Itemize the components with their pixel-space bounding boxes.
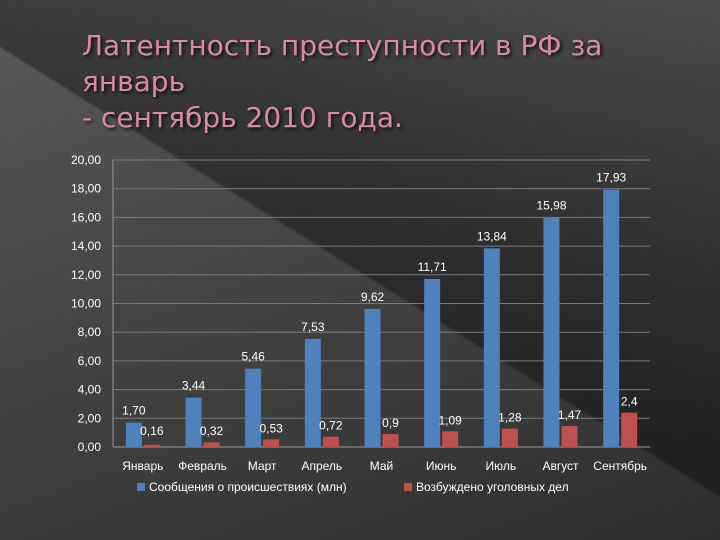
y-tick-label: 16,00 [71,210,101,224]
x-tick-label: Январь [122,459,163,473]
legend-swatch-cases [404,483,412,491]
bar-cases [501,428,518,447]
bar-reports [304,338,321,447]
bar-reports [245,368,262,447]
data-label: 13,84 [477,229,507,243]
bar-reports [603,189,620,447]
data-label: 5,46 [241,350,265,364]
data-label: 0,32 [200,424,224,438]
y-tick-label: 0,00 [78,440,102,454]
x-tick-label: Июль [486,459,517,473]
x-tick-label: Апрель [301,459,342,473]
legend-label-cases: Возбуждено уголовных дел [416,480,569,494]
x-tick-label: Сентябрь [593,459,647,473]
data-label: 17,93 [596,171,626,185]
x-tick-label: Март [248,459,277,473]
y-tick-label: 14,00 [71,239,101,253]
bar-cases [561,425,578,447]
x-tick-label: Май [370,459,394,473]
y-tick-label: 8,00 [78,325,102,339]
y-tick-label: 12,00 [71,268,101,282]
data-label: 2,4 [621,395,638,409]
bar-cases [322,436,339,447]
data-label: 1,70 [122,404,146,418]
data-label: 3,44 [182,379,206,393]
y-tick-label: 4,00 [78,383,102,397]
x-tick-label: Февраль [178,459,227,473]
data-label: 7,53 [301,320,325,334]
y-tick-label: 10,00 [71,297,101,311]
x-tick-label: Июнь [426,459,457,473]
bar-cases [263,439,280,447]
bar-reports [483,248,500,447]
legend-swatch-reports [137,483,145,491]
data-label: 0,53 [259,421,283,435]
bar-reports [543,217,560,447]
y-tick-label: 2,00 [78,411,102,425]
data-label: 9,62 [361,290,385,304]
slide-title-line1: Латентность преступности в РФ за январь [82,29,603,98]
legend-label-reports: Сообщения о происшествиях (млн) [149,480,347,494]
data-label: 0,72 [319,419,343,433]
bar-cases [442,431,459,447]
slide-title: Латентность преступности в РФ за январь … [82,28,692,136]
y-tick-label: 18,00 [71,182,101,196]
y-tick-label: 20,00 [71,153,101,167]
data-label: 11,71 [418,260,447,274]
data-label: 1,09 [438,413,462,427]
bar-reports [364,308,381,447]
bar-cases [621,412,638,447]
data-label: 0,16 [140,424,164,438]
bar-cases [382,434,399,447]
data-label: 0,9 [382,416,399,430]
y-tick-label: 6,00 [78,354,102,368]
bar-cases [203,442,220,447]
slide-title-line2: - сентябрь 2010 года. [82,101,403,134]
bar-cases [143,444,160,447]
bar-reports [125,422,142,447]
data-label: 15,98 [536,199,566,213]
data-label: 1,47 [558,408,582,422]
bar-reports [424,278,441,447]
bar-reports [185,397,202,447]
data-label: 1,28 [498,411,522,425]
x-tick-label: Август [542,459,579,473]
